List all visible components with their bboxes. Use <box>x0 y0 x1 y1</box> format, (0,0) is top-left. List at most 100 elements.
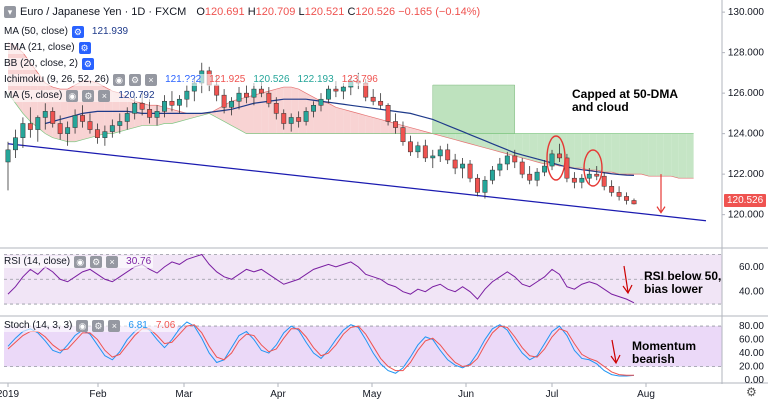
candle <box>244 85 249 104</box>
cap-circle <box>583 149 603 187</box>
legend-ma50[interactable]: MA (50, close) ⚙ 121.939 <box>2 26 131 38</box>
cloud-segment <box>529 133 538 162</box>
candle-body <box>370 96 376 102</box>
cloud-segment <box>343 109 351 134</box>
candle-body <box>378 100 384 106</box>
candle <box>13 129 18 158</box>
candle-body <box>5 149 11 163</box>
candle-body <box>72 115 78 128</box>
cloud-bullish-segment <box>432 84 516 134</box>
candle <box>273 97 279 120</box>
cloud-segment <box>581 133 590 171</box>
legend-bb[interactable]: BB (20, close, 2) ⚙ <box>2 58 96 70</box>
candle <box>311 101 316 118</box>
cloud-segment <box>574 133 582 169</box>
candle <box>236 87 242 110</box>
time-tick-label: Apr <box>270 389 286 400</box>
candle-body <box>184 90 190 100</box>
candle <box>162 95 167 118</box>
eye-icon[interactable]: ◉ <box>74 256 87 268</box>
projection-arrow-head <box>656 206 666 214</box>
candle <box>415 141 421 158</box>
candle-body <box>27 123 33 130</box>
time-tick-label: May <box>363 389 382 400</box>
candle-body <box>42 111 48 118</box>
legend-ichimoku[interactable]: Ichimoku (9, 26, 52, 26) ◉ ⚙ × 121.??2 1… <box>2 74 380 86</box>
eye-icon[interactable]: ◉ <box>76 320 89 332</box>
legend-ma5[interactable]: MA (5, close) ◉ ⚙ × 120.792 <box>2 90 157 102</box>
candle-body <box>132 103 138 114</box>
candle-body <box>102 131 108 138</box>
candle <box>65 121 71 146</box>
price-tick-label: 126.000 <box>728 88 765 99</box>
candle <box>571 172 577 189</box>
close-icon[interactable]: × <box>145 74 158 86</box>
close-icon[interactable]: × <box>108 320 121 332</box>
settings-icon[interactable]: ⚙ <box>92 320 105 332</box>
candle <box>117 113 123 134</box>
settings-icon[interactable]: ⚙ <box>71 26 84 38</box>
close-icon[interactable]: × <box>106 256 119 268</box>
rsi-pane <box>4 253 722 305</box>
candle <box>430 149 436 169</box>
candle-body <box>489 169 495 181</box>
candle <box>594 166 600 181</box>
settings-icon[interactable]: ⚙ <box>78 42 91 54</box>
indicator-label: MA (5, close) <box>4 90 63 101</box>
candle <box>527 166 533 185</box>
candle <box>221 89 227 114</box>
cloud-segment <box>462 133 471 144</box>
candle-body <box>504 155 510 165</box>
price-tick-label: 130.000 <box>728 7 765 18</box>
settings-icon[interactable]: ⚙ <box>129 74 142 86</box>
eye-icon[interactable]: ◉ <box>113 74 126 86</box>
settings-icon[interactable]: ⚙ <box>90 256 103 268</box>
candle-body <box>415 145 421 153</box>
candle <box>393 113 398 134</box>
candle <box>102 125 108 146</box>
cloud-segment <box>611 133 620 175</box>
cloud-segment <box>335 107 344 134</box>
cloud-segment <box>440 133 448 138</box>
price-tick-label: 122.000 <box>728 169 765 180</box>
legend-rsi[interactable]: RSI (14, close) ◉ ⚙ × 30.76 <box>2 256 154 268</box>
cloud-segment <box>253 93 262 134</box>
candle-body <box>57 123 63 134</box>
cloud-segment <box>209 109 217 118</box>
candle-body <box>601 175 607 187</box>
cap-circle <box>546 135 566 181</box>
close-icon[interactable]: × <box>98 90 111 102</box>
candle-body <box>266 92 272 104</box>
settings-icon[interactable]: ⚙ <box>82 90 95 102</box>
cloud-segment <box>283 87 292 134</box>
settings-icon[interactable]: ⚙ <box>81 58 94 70</box>
candle-body <box>296 117 302 122</box>
cloud-segment <box>596 133 605 173</box>
candle-body <box>527 173 533 181</box>
legend-stoch[interactable]: Stoch (14, 3, 3) ◉ ⚙ × 6.81 7.06 <box>2 320 178 332</box>
candle-body <box>430 155 436 159</box>
cloud-segment <box>373 117 381 134</box>
candle <box>169 91 175 112</box>
eye-icon[interactable]: ◉ <box>66 90 79 102</box>
collapse-icon[interactable]: ▾ <box>4 6 16 18</box>
candle-body <box>333 88 339 92</box>
candle <box>631 198 637 205</box>
candle <box>326 85 331 104</box>
candle-body <box>35 117 41 130</box>
stoch-tick-label: 20.00 <box>739 362 764 373</box>
indicator-label: EMA (21, close) <box>4 42 75 53</box>
candle <box>251 83 257 106</box>
symbol-title: Euro / Japanese Yen · 1D · FXCM <box>20 6 187 18</box>
candle-body <box>631 200 637 205</box>
legend-ema21[interactable]: EMA (21, close) ⚙ <box>2 42 93 54</box>
candle <box>378 93 384 110</box>
candle <box>184 85 190 108</box>
candle <box>42 103 48 130</box>
ohlc-readout: O120.691 H120.709 L120.521 C120.526 −0.1… <box>196 6 481 18</box>
candle-body <box>147 109 153 118</box>
cloud-segment <box>358 113 366 134</box>
candle <box>422 139 428 162</box>
candle <box>542 159 548 177</box>
